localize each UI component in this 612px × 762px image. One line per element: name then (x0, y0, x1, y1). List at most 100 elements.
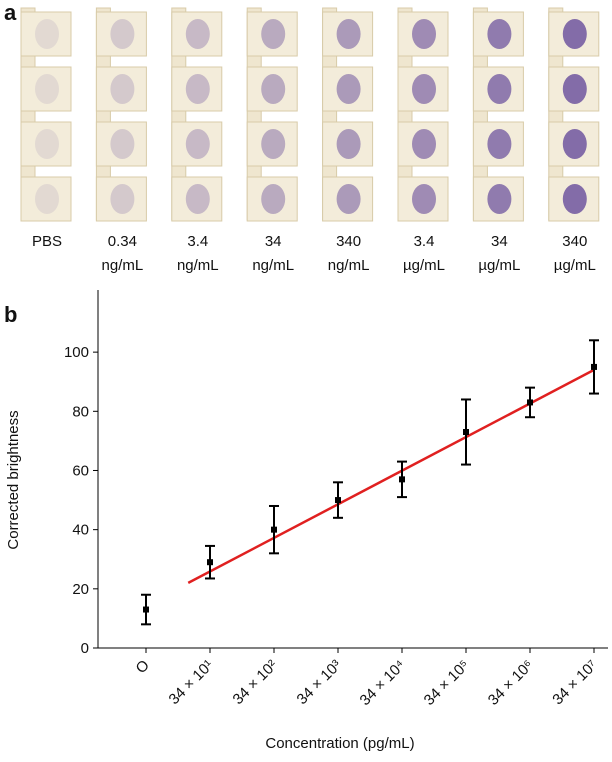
spot (412, 184, 436, 214)
spot (185, 19, 210, 49)
strip-pad (246, 121, 298, 167)
strip-pad (20, 66, 72, 112)
data-point (335, 497, 341, 504)
spot (336, 74, 361, 104)
spot (562, 74, 587, 104)
concentration-label: µg/mL (403, 257, 445, 274)
concentration-label: 3.4 (414, 233, 435, 250)
spot (336, 184, 361, 214)
test-strip (548, 7, 600, 222)
strip-pad (171, 121, 223, 167)
spot (35, 129, 59, 159)
spot (336, 129, 361, 159)
strip-pad (171, 176, 223, 222)
spot (562, 129, 587, 159)
y-tick-label: 80 (72, 403, 89, 420)
concentration-label: 34 (265, 233, 282, 250)
spot (261, 19, 286, 49)
x-tick-label: 34 × 10⁵ (421, 657, 473, 709)
strip-pad (20, 11, 72, 57)
x-tick-label: 34 × 10² (230, 657, 281, 708)
test-strip (246, 7, 298, 222)
x-tick-label: 34 × 10⁴ (357, 657, 409, 709)
y-axis-label: Corrected brightness (5, 410, 22, 549)
spot (35, 19, 59, 49)
panel-label: a (4, 0, 17, 25)
x-tick-label: 34 × 10³ (294, 657, 345, 708)
data-point (399, 476, 405, 483)
strip-pad (95, 11, 147, 57)
concentration-label: ng/mL (177, 257, 219, 274)
y-tick-label: 40 (72, 522, 89, 539)
spot (110, 74, 135, 104)
spot (261, 184, 286, 214)
data-point (591, 363, 597, 370)
strip-pad (20, 121, 72, 167)
strip-pad (20, 176, 72, 222)
x-tick-label: 34 × 10¹ (166, 657, 217, 708)
spot (261, 129, 286, 159)
test-strip (95, 7, 147, 222)
spot (412, 74, 436, 104)
panel-label: b (4, 302, 17, 327)
spot (185, 129, 210, 159)
concentration-label: µg/mL (554, 257, 596, 274)
concentration-label: µg/mL (478, 257, 520, 274)
spot (185, 74, 210, 104)
concentration-label: 3.4 (187, 233, 208, 250)
x-axis-label: Concentration (pg/mL) (265, 735, 414, 752)
spot (487, 19, 512, 49)
strip-pad (246, 66, 298, 112)
y-tick-label: 0 (81, 640, 89, 657)
spot (562, 19, 587, 49)
x-tick-label: 34 × 10⁷ (549, 657, 601, 709)
concentration-label: ng/mL (328, 257, 370, 274)
spot (110, 184, 135, 214)
concentration-label: ng/mL (252, 257, 294, 274)
data-point (143, 606, 149, 613)
data-point (527, 399, 533, 406)
spot (110, 129, 135, 159)
test-strip (322, 7, 374, 222)
spot (261, 74, 286, 104)
spot (110, 19, 135, 49)
spot (35, 74, 59, 104)
spot (412, 19, 436, 49)
spot (487, 129, 512, 159)
strip-pad (246, 176, 298, 222)
test-strip (20, 7, 72, 222)
data-point (207, 559, 213, 566)
test-strip (171, 7, 223, 222)
test-strip (397, 7, 449, 222)
spot (35, 184, 59, 214)
x-tick-label: O (133, 657, 153, 677)
concentration-label: 340 (562, 233, 587, 250)
data-point (463, 429, 469, 436)
concentration-label: PBS (32, 233, 62, 250)
strip-pad (95, 66, 147, 112)
y-tick-label: 100 (64, 344, 89, 361)
test-strip (472, 7, 524, 222)
spot (336, 19, 361, 49)
spot (487, 184, 512, 214)
spot (185, 184, 210, 214)
spot (412, 129, 436, 159)
data-point (271, 526, 277, 533)
spot (487, 74, 512, 104)
strip-pad (95, 121, 147, 167)
strip-pad (171, 11, 223, 57)
fit-line (187, 368, 595, 585)
x-tick-label: 34 × 10⁶ (485, 657, 537, 709)
y-tick-label: 60 (72, 462, 89, 479)
strip-pad (246, 11, 298, 57)
spot (562, 184, 587, 214)
concentration-label: ng/mL (102, 257, 144, 274)
concentration-label: 340 (336, 233, 361, 250)
concentration-label: 34 (491, 233, 508, 250)
y-tick-label: 20 (72, 581, 89, 598)
strip-pad (171, 66, 223, 112)
concentration-label: 0.34 (108, 233, 137, 250)
strip-pad (95, 176, 147, 222)
